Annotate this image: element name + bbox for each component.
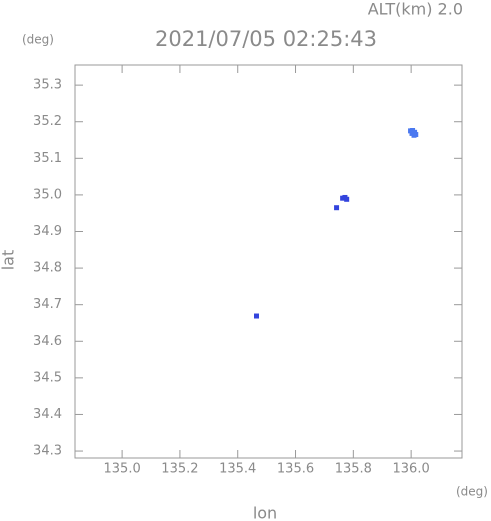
echo-point	[254, 313, 260, 319]
echo-point	[411, 132, 417, 138]
echo-point	[334, 205, 340, 211]
subtitle: ALT(km) 2.0	[368, 0, 463, 19]
y-tick-label: 34.9	[33, 224, 62, 239]
y-tick-label: 34.6	[33, 334, 62, 349]
plot-frame	[74, 64, 463, 459]
y-tick-label: 34.5	[33, 370, 62, 385]
x-tick-label: 135.4	[219, 462, 256, 477]
x-tick-label: 135.6	[277, 462, 314, 477]
y-unit: (deg)	[22, 33, 54, 47]
y-axis-label: lat	[0, 250, 18, 271]
y-tick-label: 35.0	[33, 187, 62, 202]
y-tick-label: 34.7	[33, 297, 62, 312]
y-tick-label: 35.1	[33, 151, 62, 166]
x-tick-label: 135.0	[104, 462, 141, 477]
x-tick-label: 135.2	[161, 462, 198, 477]
x-axis-label: lon	[253, 504, 277, 521]
y-tick-label: 34.4	[33, 407, 62, 422]
y-tick-label: 34.3	[33, 444, 62, 459]
x-tick-label: 136.0	[393, 462, 430, 477]
y-tick-label: 34.8	[33, 261, 62, 276]
y-tick-label: 35.2	[33, 114, 62, 129]
echo-point	[344, 196, 350, 202]
y-tick-label: 35.3	[33, 78, 62, 93]
x-unit: (deg)	[456, 485, 488, 499]
x-tick-label: 135.8	[335, 462, 372, 477]
chart-title: 2021/07/05 02:25:43	[155, 27, 377, 51]
